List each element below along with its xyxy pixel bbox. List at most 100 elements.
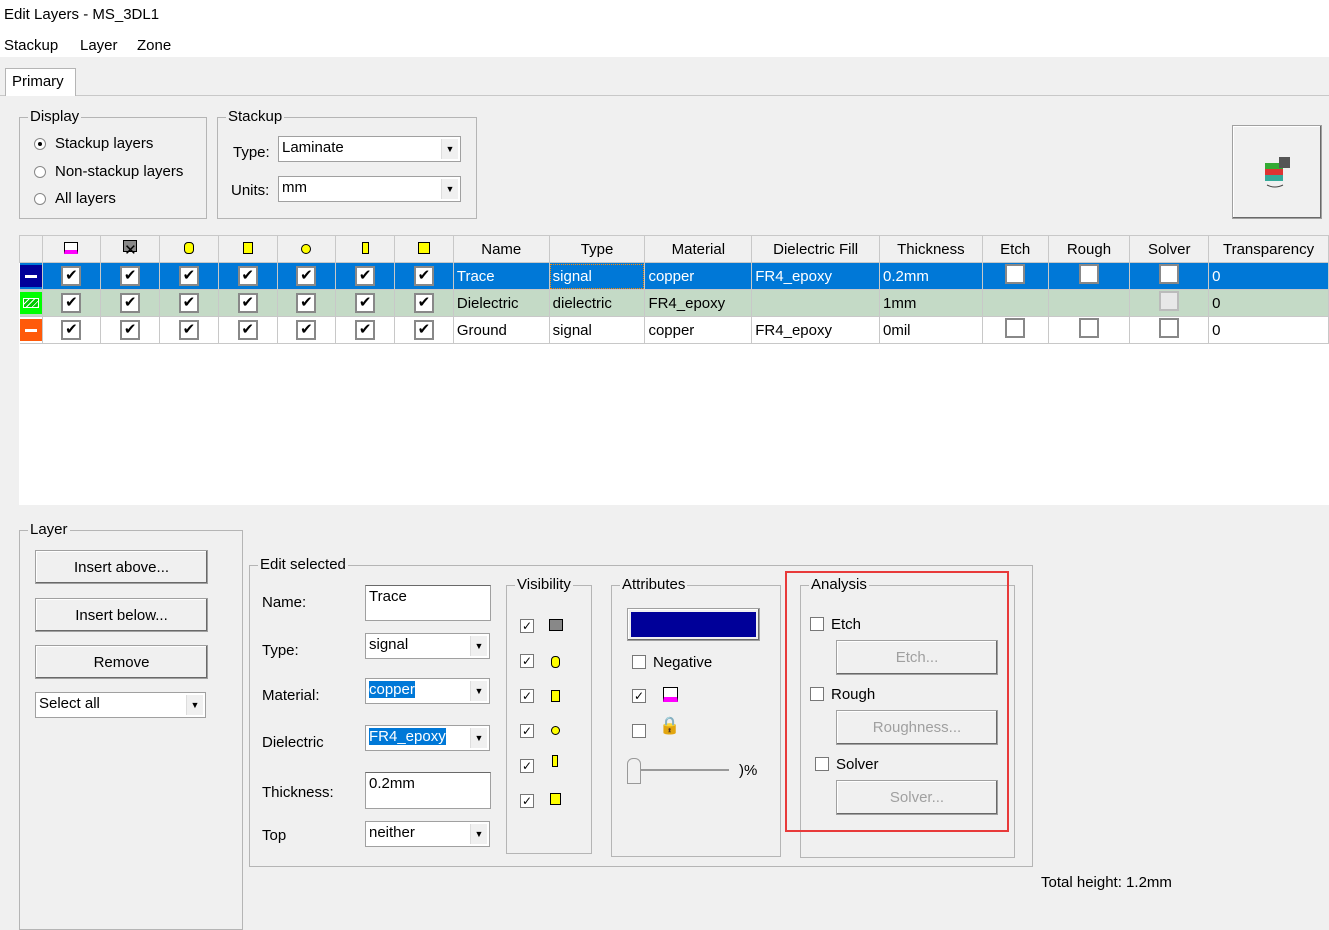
3d-view-button[interactable] xyxy=(1232,125,1322,219)
roughness-button[interactable]: Roughness... xyxy=(836,710,998,745)
visibility-pad-checkbox[interactable]: ✓ xyxy=(520,654,534,668)
table-row[interactable]: ✔ ✔ ✔ ✔ ✔ ✔ ✔ Trace signal copper FR4_epoxy 0.… xyxy=(19,262,1329,290)
checkbox[interactable]: ✔ xyxy=(178,266,199,286)
etch-checkbox[interactable] xyxy=(810,617,824,631)
table-row[interactable]: ✔ ✔ ✔ ✔ ✔ ✔ ✔ Ground signal copper FR4_epoxy 0… xyxy=(19,316,1329,344)
cell-fill[interactable] xyxy=(751,289,880,317)
cell-type[interactable]: signal xyxy=(549,262,646,290)
solver-button[interactable]: Solver... xyxy=(836,780,998,815)
top-dropdown[interactable]: neither ▼ xyxy=(365,821,490,847)
transparency-slider-thumb[interactable] xyxy=(627,758,641,784)
negative-checkbox[interactable] xyxy=(632,655,646,669)
checkbox[interactable]: ✔ xyxy=(120,266,141,286)
rough-checkbox[interactable] xyxy=(1078,264,1099,284)
checkbox[interactable]: ✔ xyxy=(237,293,258,313)
dielectric-fill-checkbox[interactable]: ✓ xyxy=(632,689,646,703)
cell-fill[interactable]: FR4_epoxy xyxy=(751,262,880,290)
column-header-thickness[interactable]: Thickness xyxy=(879,235,983,263)
checkbox[interactable]: ✔ xyxy=(237,320,258,340)
units-dropdown[interactable]: mm ▼ xyxy=(278,176,461,202)
cell-transparency[interactable]: 0 xyxy=(1208,262,1329,290)
via-icon[interactable]: ✕ xyxy=(100,235,161,263)
trace-icon[interactable] xyxy=(217,235,278,263)
etch-checkbox[interactable] xyxy=(1005,318,1026,338)
column-header-dielectric-fill[interactable]: Dielectric Fill xyxy=(751,235,880,263)
column-header-name[interactable]: Name xyxy=(452,235,550,263)
radio-non-stackup-layers[interactable] xyxy=(34,166,46,178)
remove-button[interactable]: Remove xyxy=(35,645,208,679)
solver-checkbox[interactable] xyxy=(1159,318,1180,338)
pin-icon[interactable] xyxy=(394,235,454,263)
component-icon[interactable] xyxy=(335,235,396,263)
name-input[interactable]: Trace xyxy=(365,585,491,621)
cell-transparency[interactable]: 0 xyxy=(1208,289,1329,317)
etch-checkbox[interactable] xyxy=(1005,264,1026,284)
cell-transparency[interactable]: 0 xyxy=(1208,316,1329,344)
checkbox[interactable]: ✔ xyxy=(61,320,82,340)
lock-checkbox[interactable] xyxy=(632,724,646,738)
insert-below-button[interactable]: Insert below... xyxy=(35,598,208,632)
cell-type[interactable]: signal xyxy=(549,316,646,344)
stackup-type-dropdown[interactable]: Laminate ▼ xyxy=(278,136,461,162)
layer-color-swatch[interactable] xyxy=(19,319,42,341)
radio-all-layers[interactable] xyxy=(34,193,46,205)
type-dropdown[interactable]: signal ▼ xyxy=(365,633,490,659)
checkbox[interactable]: ✔ xyxy=(178,320,199,340)
column-header-etch[interactable]: Etch xyxy=(981,235,1049,263)
rough-checkbox[interactable] xyxy=(1078,318,1099,338)
cell-material[interactable]: copper xyxy=(644,316,753,344)
checkbox[interactable]: ✔ xyxy=(178,293,199,313)
checkbox[interactable]: ✔ xyxy=(120,293,141,313)
cell-material[interactable]: FR4_epoxy xyxy=(644,289,753,317)
pad-icon[interactable] xyxy=(159,235,219,263)
checkbox[interactable]: ✔ xyxy=(413,266,434,286)
visibility-via-checkbox[interactable]: ✓ xyxy=(520,619,534,633)
checkbox[interactable]: ✔ xyxy=(355,320,376,340)
dielectric-icon[interactable] xyxy=(41,235,102,263)
insert-above-button[interactable]: Insert above... xyxy=(35,550,208,584)
column-header-transparency[interactable]: Transparency xyxy=(1208,235,1329,263)
visibility-component-checkbox[interactable]: ✓ xyxy=(520,759,534,773)
column-header-material[interactable]: Material xyxy=(644,235,753,263)
layer-color-swatch[interactable] xyxy=(19,265,42,287)
visibility-hole-checkbox[interactable]: ✓ xyxy=(520,724,534,738)
checkbox[interactable]: ✔ xyxy=(61,266,82,286)
menu-stackup[interactable]: Stackup xyxy=(4,37,59,54)
column-header-rough[interactable]: Rough xyxy=(1047,235,1131,263)
hole-icon[interactable] xyxy=(276,235,337,263)
tab-primary[interactable]: Primary xyxy=(5,68,76,96)
cell-material[interactable]: copper xyxy=(644,262,753,290)
cell-thickness[interactable]: 1mm xyxy=(879,289,983,317)
cell-thickness[interactable]: 0mil xyxy=(879,316,983,344)
visibility-trace-checkbox[interactable]: ✓ xyxy=(520,689,534,703)
checkbox[interactable]: ✔ xyxy=(355,266,376,286)
dielectric-dropdown[interactable]: FR4_epoxy ▼ xyxy=(365,725,490,751)
cell-type[interactable]: dielectric xyxy=(549,289,646,317)
thickness-input[interactable]: 0.2mm xyxy=(365,772,491,809)
checkbox[interactable]: ✔ xyxy=(355,293,376,313)
cell-fill[interactable]: FR4_epoxy xyxy=(751,316,880,344)
checkbox[interactable]: ✔ xyxy=(413,293,434,313)
etch-button[interactable]: Etch... xyxy=(836,640,998,675)
layer-color-button[interactable] xyxy=(627,608,760,641)
solver-checkbox[interactable] xyxy=(815,757,829,771)
select-all-dropdown[interactable]: Select all ▼ xyxy=(35,692,206,718)
checkbox[interactable]: ✔ xyxy=(413,320,434,340)
checkbox[interactable]: ✔ xyxy=(120,320,141,340)
radio-stackup-layers[interactable] xyxy=(34,138,46,150)
layer-color-swatch[interactable] xyxy=(19,292,42,314)
cell-name[interactable]: Dielectric xyxy=(453,289,550,317)
checkbox[interactable]: ✔ xyxy=(61,293,82,313)
column-header-type[interactable]: Type xyxy=(548,235,646,263)
checkbox[interactable]: ✔ xyxy=(296,320,317,340)
table-row[interactable]: ✔ ✔ ✔ ✔ ✔ ✔ ✔ Dielectric dielectric FR4_epoxy … xyxy=(19,289,1329,317)
column-header-solver[interactable]: Solver xyxy=(1129,235,1210,263)
checkbox[interactable]: ✔ xyxy=(296,266,317,286)
visibility-pin-checkbox[interactable]: ✓ xyxy=(520,794,534,808)
transparency-slider-track[interactable] xyxy=(640,769,729,771)
checkbox[interactable]: ✔ xyxy=(237,266,258,286)
cell-thickness[interactable]: 0.2mm xyxy=(879,262,983,290)
material-dropdown[interactable]: copper ▼ xyxy=(365,678,490,704)
rough-checkbox[interactable] xyxy=(810,687,824,701)
menu-layer[interactable]: Layer xyxy=(80,37,118,54)
